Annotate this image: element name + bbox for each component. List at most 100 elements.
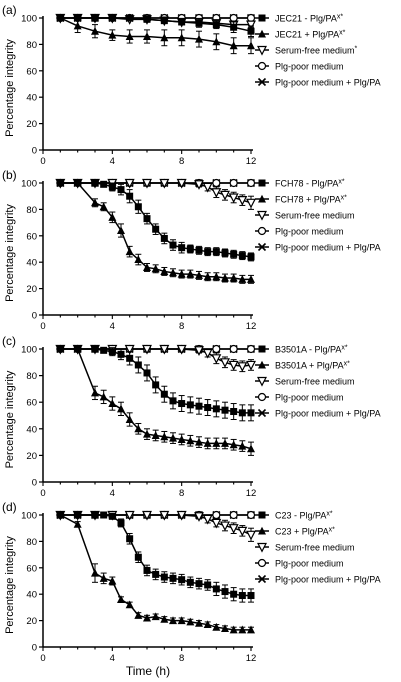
data-point — [160, 573, 168, 581]
series-serum-free-medium — [55, 178, 256, 210]
marker-stroke — [257, 242, 267, 252]
legend-marker — [257, 45, 267, 56]
panel-d: (d) 0 20 40 60 80 100 0 4 8 12 Percentage integrity… — [2, 500, 381, 664]
data-point — [108, 30, 117, 39]
data-point — [203, 620, 212, 629]
data-point — [230, 23, 238, 31]
data-point — [238, 275, 247, 283]
data-point — [134, 553, 142, 561]
data-point — [73, 519, 82, 528]
legend-marker — [257, 210, 267, 221]
data-point — [169, 268, 177, 277]
data-point — [238, 625, 247, 634]
data-point — [91, 568, 99, 577]
data-point — [212, 21, 220, 29]
legend-item-plg-poor-medium: Plg-poor medium — [255, 227, 344, 237]
data-point — [151, 431, 160, 439]
data-point — [246, 13, 256, 23]
data-point — [228, 524, 239, 534]
data-point — [160, 390, 168, 398]
data-point — [74, 14, 82, 22]
legend-item-serum-free-medium: Serum-free medium — [255, 377, 355, 387]
data-point — [202, 348, 213, 359]
data-point — [126, 192, 134, 200]
y-tick-label: 40 — [26, 258, 37, 269]
legend-superscript: x* — [341, 344, 348, 351]
legend-marker — [257, 558, 267, 568]
data-point — [238, 592, 246, 600]
data-point — [176, 344, 187, 355]
data-point — [108, 348, 116, 356]
panel-label: (d) — [2, 500, 17, 514]
data-point — [124, 178, 135, 189]
data-point — [143, 263, 151, 271]
data-point — [108, 183, 116, 191]
x-tick-label: 0 — [40, 653, 45, 664]
series-c23-plg-pa — [56, 510, 255, 634]
data-point — [117, 186, 125, 194]
data-point — [204, 581, 212, 589]
data-point — [159, 344, 170, 355]
data-point — [230, 590, 238, 598]
data-point — [211, 518, 222, 529]
data-point — [142, 510, 152, 521]
series-jec21-plg-pa — [56, 14, 255, 37]
panel-a: (a) 0 20 40 60 80 100 0 4 8 12 Percentage integrity… — [2, 3, 381, 167]
data-point — [152, 381, 160, 389]
data-point — [117, 350, 125, 358]
legend-item-fch78-plg-pa: FCH78 - Plg/PAx* — [255, 178, 345, 189]
legend: C23 - Plg/PAx* C23 + Plg/PAx* Serum-free m… — [255, 510, 381, 585]
data-point — [124, 344, 135, 355]
data-point — [91, 388, 99, 397]
x-tick-label: 0 — [40, 156, 45, 167]
legend-label: Plg-poor medium — [275, 227, 344, 237]
series-line — [60, 348, 252, 368]
legend-superscript: x* — [326, 510, 333, 517]
legend-label: Serum-free medium — [275, 543, 355, 553]
data-point — [160, 432, 169, 441]
data-point — [186, 269, 195, 278]
x-tick-label: 4 — [110, 321, 115, 332]
data-point — [117, 226, 125, 235]
data-point — [100, 511, 108, 519]
legend-marker — [257, 542, 267, 553]
legend-label: B3501A - Plg/PAx* — [275, 344, 348, 355]
data-point — [159, 510, 170, 521]
marker-stroke — [257, 408, 267, 418]
data-point — [237, 196, 248, 206]
legend-item-jec21-plg-pa: JEC21 + Plg/PAx* — [255, 29, 346, 40]
y-tick-label: 0 — [32, 643, 37, 654]
legend-item-b3501a-plg-pa: B3501A - Plg/PAx* — [255, 344, 348, 355]
data-point — [74, 345, 82, 353]
legend-marker — [258, 511, 266, 519]
legend: FCH78 - Plg/PAx* FCH78 + Plg/PAx* Serum-fr… — [255, 178, 381, 253]
legend-label: FCH78 + Plg/PAx* — [275, 194, 347, 205]
data-point — [117, 519, 125, 527]
data-point — [178, 244, 186, 252]
data-point — [212, 37, 221, 46]
series-serum-free-medium — [55, 510, 256, 542]
legend-item-serum-free-medium: Serum-free medium* — [255, 45, 358, 56]
data-point — [74, 511, 82, 519]
data-point — [195, 246, 203, 254]
x-tick-label: 0 — [40, 321, 45, 332]
data-point — [91, 198, 99, 207]
data-point — [229, 344, 238, 354]
x-tick-label: 12 — [246, 321, 257, 332]
legend-label: JEC21 + Plg/PAx* — [275, 29, 346, 40]
y-tick-label: 80 — [26, 537, 37, 548]
data-point — [212, 622, 221, 631]
legend-item-serum-free-medium: Serum-free medium — [255, 543, 355, 553]
legend: B3501A - Plg/PAx* B3501A + Plg/PAx* Serum-… — [255, 344, 381, 419]
y-tick-label: 40 — [26, 93, 37, 104]
data-point — [204, 248, 212, 256]
data-point — [56, 179, 64, 187]
data-point — [247, 27, 255, 35]
y-tick-label: 40 — [26, 424, 37, 435]
data-point — [202, 514, 213, 525]
data-point — [169, 433, 177, 442]
data-point — [221, 406, 229, 414]
legend-marker — [258, 526, 266, 535]
data-point — [142, 344, 152, 355]
data-point — [169, 397, 177, 405]
